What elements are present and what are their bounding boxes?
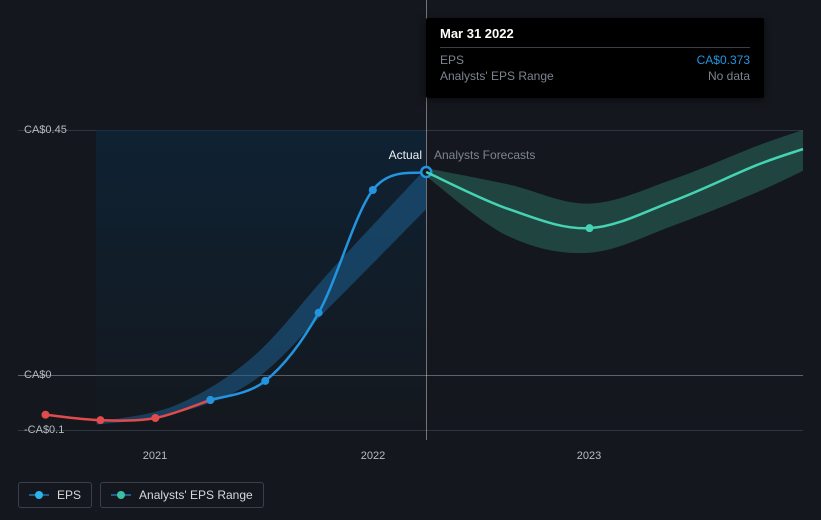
legend-item-eps[interactable]: EPS: [18, 482, 92, 508]
eps-chart: CA$0.45 CA$0 -CA$0.1 Actual Analysts For…: [18, 0, 803, 440]
x-tick-label: 2022: [361, 450, 385, 462]
tooltip-row-range: Analysts' EPS Range No data: [440, 68, 750, 84]
region-label-actual: Actual: [389, 148, 422, 162]
tooltip-title: Mar 31 2022: [440, 26, 750, 47]
x-tick-label: 2021: [143, 450, 167, 462]
legend-swatch-range: [111, 491, 131, 499]
region-label-forecast: Analysts Forecasts: [434, 148, 535, 162]
tooltip-label: EPS: [440, 53, 464, 67]
tooltip-row-eps: EPS CA$0.373: [440, 52, 750, 68]
tooltip-value: No data: [708, 69, 750, 83]
legend-item-range[interactable]: Analysts' EPS Range: [100, 482, 264, 508]
chart-legend: EPS Analysts' EPS Range: [18, 482, 264, 508]
tooltip-label: Analysts' EPS Range: [440, 69, 554, 83]
legend-swatch-eps: [29, 491, 49, 499]
tooltip-value: CA$0.373: [697, 53, 750, 67]
chart-tooltip: Mar 31 2022 EPS CA$0.373 Analysts' EPS R…: [426, 18, 764, 98]
x-tick-label: 2023: [577, 450, 601, 462]
y-tick-label: CA$0: [24, 369, 52, 381]
y-tick-label: CA$0.45: [24, 124, 67, 136]
tooltip-divider: [440, 47, 750, 48]
legend-label: Analysts' EPS Range: [139, 488, 253, 502]
legend-label: EPS: [57, 488, 81, 502]
y-tick-label: -CA$0.1: [24, 424, 64, 436]
